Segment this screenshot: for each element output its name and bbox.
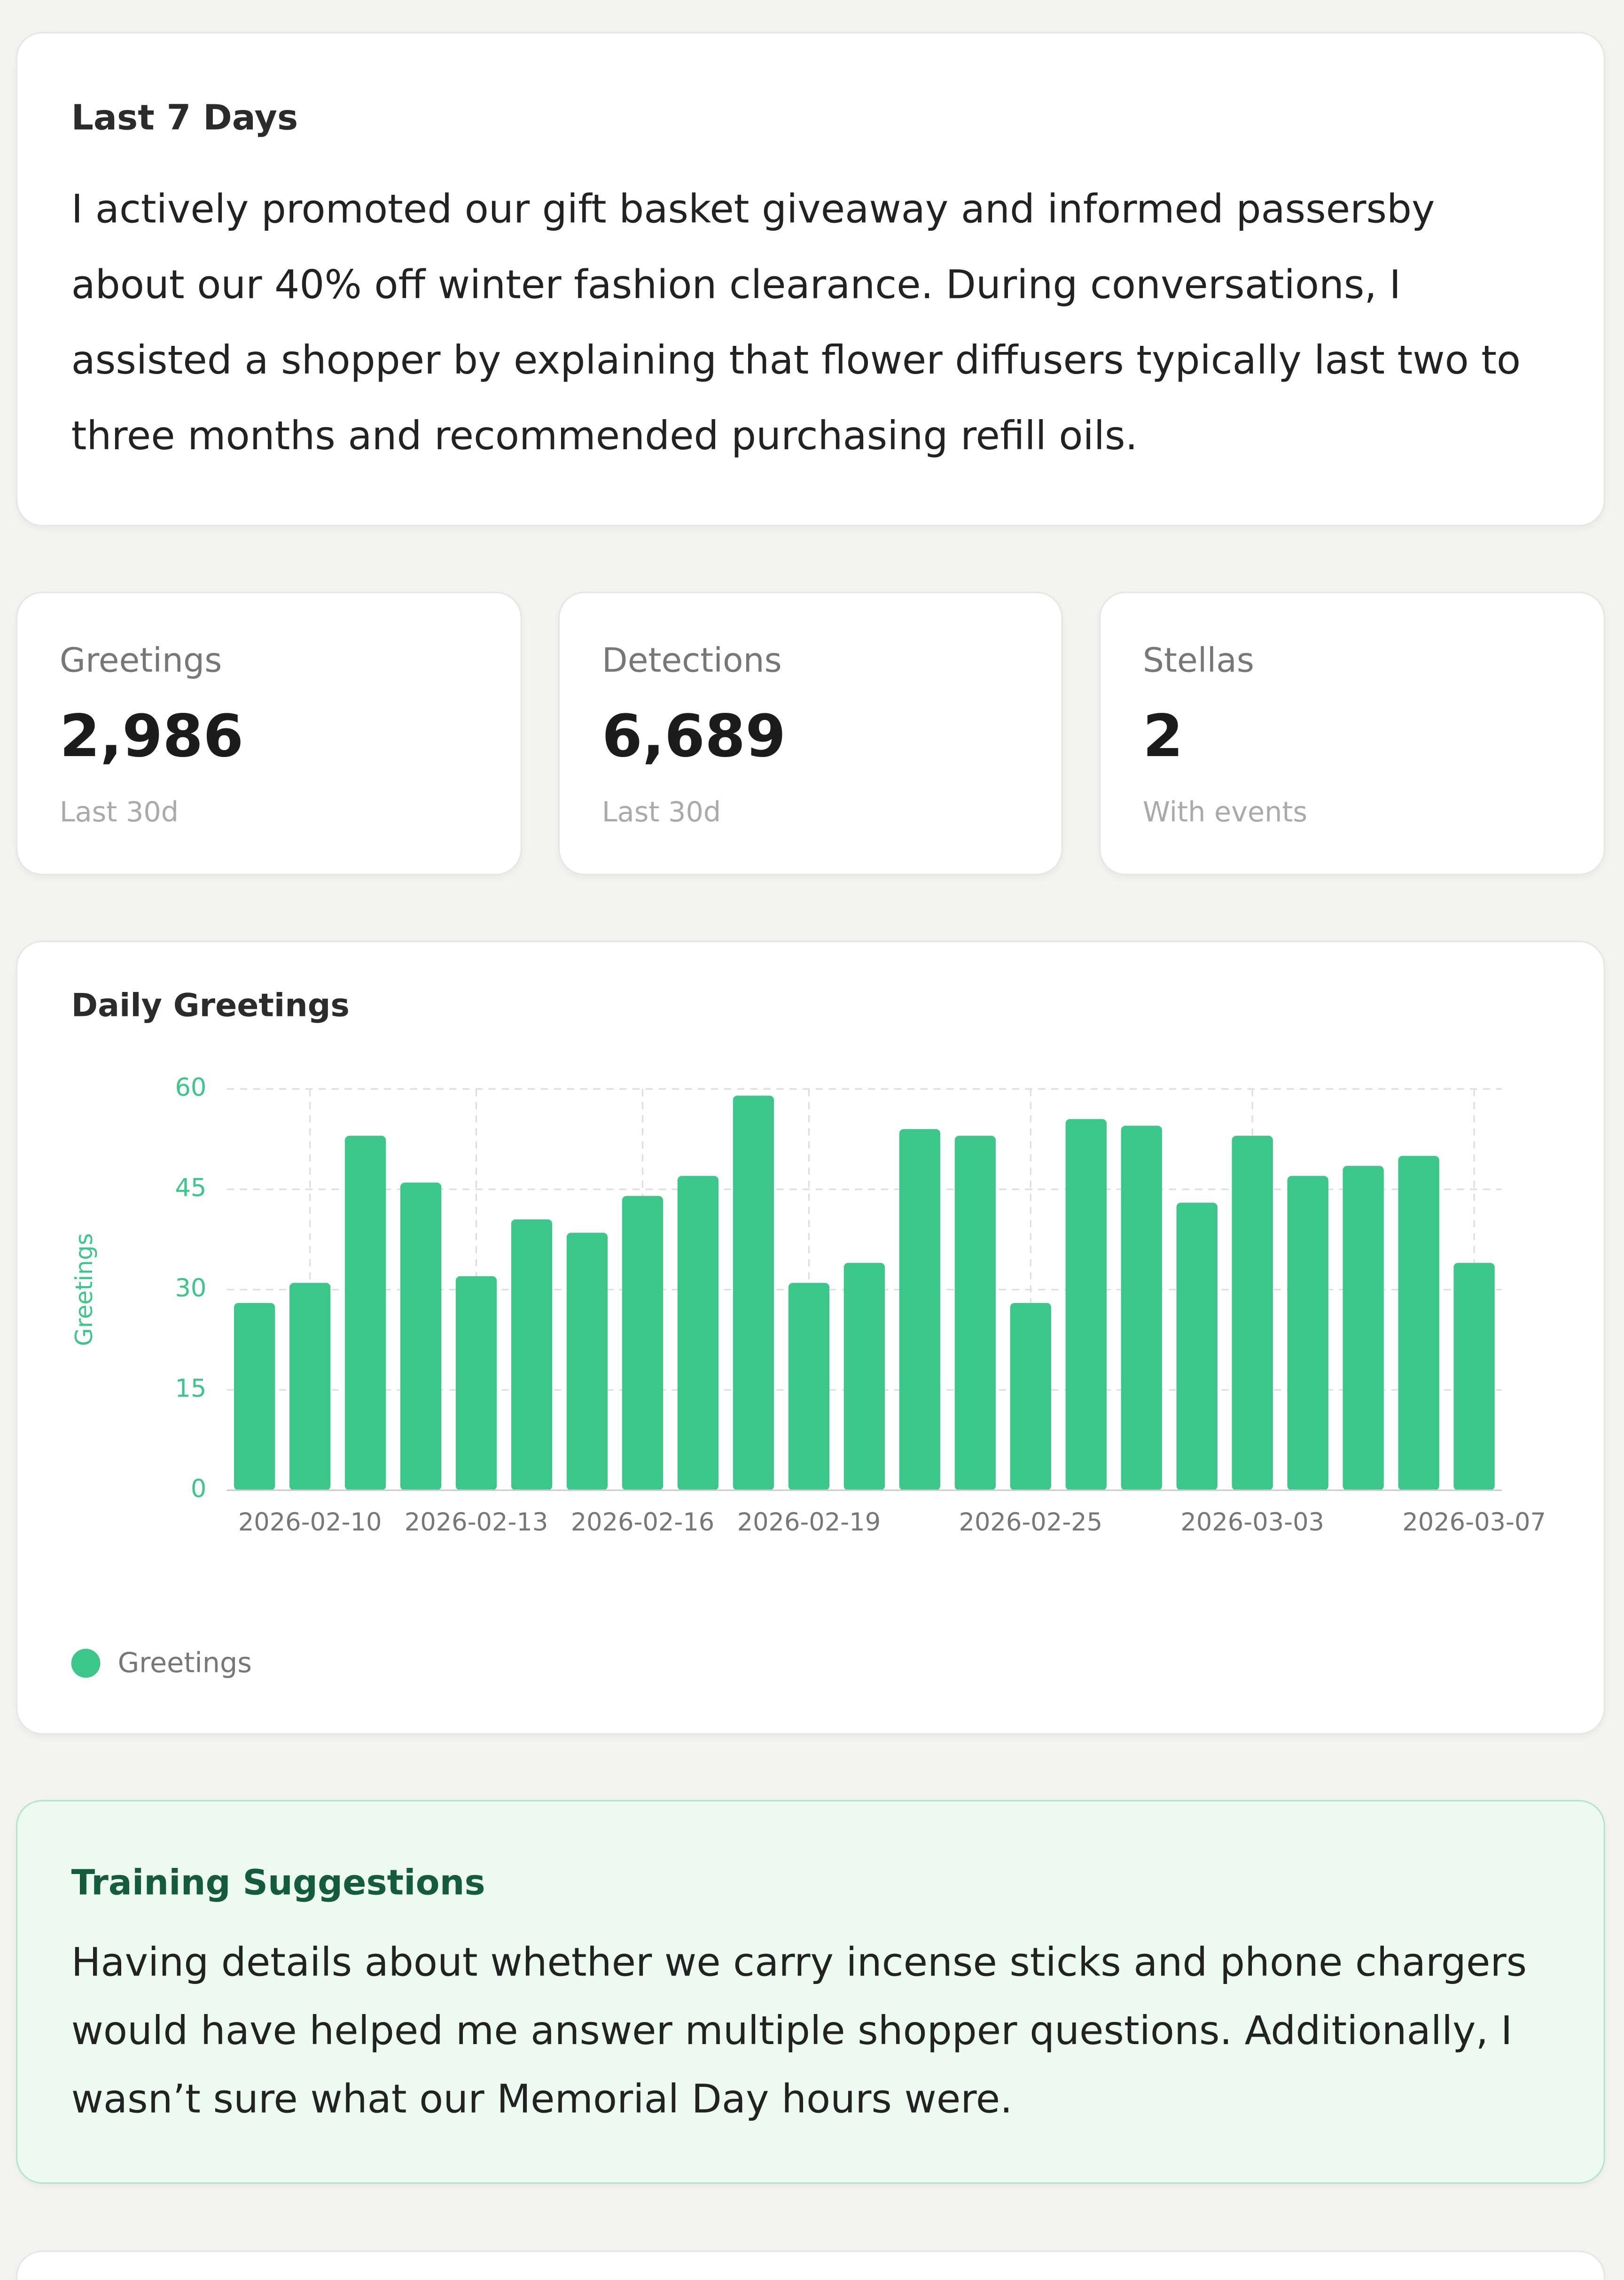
x-tick-label: 2026-03-03 — [1180, 1508, 1324, 1537]
bar — [788, 1283, 830, 1491]
bar — [677, 1176, 719, 1491]
bar — [1343, 1166, 1384, 1491]
bar — [1121, 1125, 1162, 1491]
training-text: Having details about whether we carry in… — [71, 1941, 1527, 2123]
bar — [899, 1129, 941, 1491]
bar — [344, 1136, 386, 1491]
chart-card: Daily Greetings 0 15 30 45 60 Greetings 2026-0… — [16, 940, 1605, 1735]
stat-label: Detections — [601, 642, 782, 680]
bar — [1065, 1119, 1107, 1491]
bar — [843, 1263, 885, 1491]
y-tick-label: 60 — [175, 1073, 206, 1102]
x-tick-label: 2026-02-25 — [959, 1508, 1103, 1537]
bar — [1453, 1263, 1495, 1491]
training-card: Training Suggestions Having details abou… — [16, 1800, 1605, 2184]
bar — [622, 1196, 664, 1491]
bar — [1232, 1136, 1273, 1491]
stat-value: 2 — [1142, 703, 1184, 771]
stat-value: 2,986 — [59, 703, 244, 771]
y-tick-label: 15 — [175, 1374, 206, 1403]
summary-title: Last 7 Days — [71, 97, 298, 138]
x-tick-label: 2026-02-19 — [737, 1508, 881, 1537]
summary-card: Last 7 Days I actively promoted our gift… — [16, 32, 1605, 527]
stat-card: Detections 6,689 Last 30d — [558, 592, 1063, 875]
bar — [1010, 1303, 1051, 1491]
bar — [289, 1283, 331, 1491]
bar — [400, 1182, 442, 1491]
summary-text: I actively promoted our gift basket give… — [71, 187, 1521, 460]
chart: Daily Greetings 0 15 30 45 60 Greetings 2026-0… — [70, 987, 1546, 1679]
bar — [1287, 1176, 1328, 1491]
training-title: Training Suggestions — [71, 1862, 485, 1904]
x-tick-label: 2026-02-13 — [405, 1508, 548, 1537]
y-tick-label: 30 — [175, 1274, 206, 1303]
bar — [455, 1276, 497, 1491]
stat-value: 6,689 — [601, 703, 786, 771]
x-tick-label: 2026-03-07 — [1402, 1508, 1546, 1537]
bar — [733, 1095, 774, 1491]
x-tick-label: 2026-02-10 — [238, 1508, 382, 1537]
y-axis-label: Greetings — [70, 1233, 98, 1346]
bar — [511, 1219, 553, 1491]
stat-card: Stellas 2 With events — [1099, 592, 1605, 875]
stat-note: Last 30d — [59, 796, 179, 829]
stat-label: Stellas — [1142, 642, 1255, 680]
bar — [1398, 1156, 1439, 1491]
chart-title: Daily Greetings — [71, 987, 350, 1024]
stat-card: Greetings 2,986 Last 30d — [16, 592, 522, 875]
legend-marker — [71, 1648, 101, 1678]
y-tick-label: 0 — [191, 1475, 206, 1503]
bar — [566, 1233, 608, 1491]
bar — [954, 1136, 996, 1491]
legend-label: Greetings — [118, 1647, 252, 1679]
next-card — [16, 2250, 1605, 2280]
bar — [234, 1303, 275, 1491]
bar — [1176, 1202, 1218, 1491]
stat-note: With events — [1142, 796, 1308, 829]
y-tick-label: 45 — [175, 1174, 206, 1202]
stat-label: Greetings — [59, 642, 222, 680]
stat-note: Last 30d — [601, 796, 721, 829]
x-tick-label: 2026-02-16 — [571, 1508, 715, 1537]
